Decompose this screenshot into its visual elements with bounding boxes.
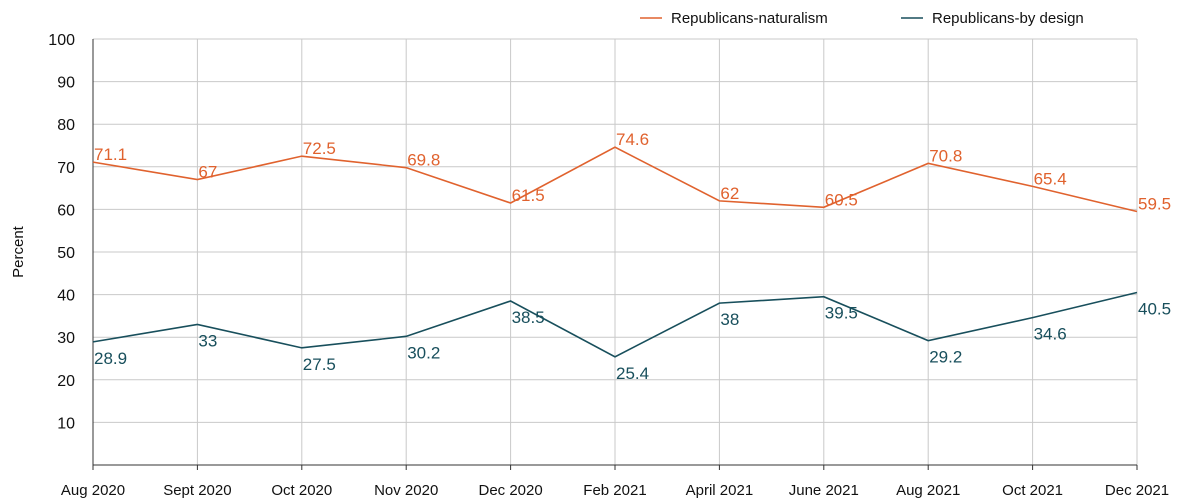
x-tick-label: Sept 2020 [163, 482, 231, 499]
y-tick-label: 100 [48, 32, 75, 49]
data-label: 38 [720, 310, 739, 329]
data-label: 61.5 [512, 186, 545, 205]
data-label: 25.4 [616, 364, 649, 383]
data-label: 60.5 [825, 190, 858, 209]
y-tick-label: 20 [57, 373, 75, 390]
y-axis-ticks: 10 20 30 40 50 60 70 80 90 100 [48, 32, 75, 432]
y-axis-title: Percent [10, 225, 27, 278]
y-tick-label: 40 [57, 288, 75, 305]
y-tick-label: 90 [57, 75, 75, 92]
data-label: 28.9 [94, 349, 127, 368]
data-label: 72.5 [303, 139, 336, 158]
x-axis-ticks: Aug 2020 Sept 2020 Oct 2020 Nov 2020 Dec 202… [61, 482, 1169, 499]
data-label: 38.5 [512, 308, 545, 327]
x-tick-label: Oct 2021 [1002, 482, 1063, 499]
x-tick-label: June 2021 [789, 482, 859, 499]
data-label: 34.6 [1034, 325, 1067, 344]
data-label: 27.5 [303, 355, 336, 374]
x-tick-label: Dec 2021 [1105, 482, 1169, 499]
x-tick-label: Feb 2021 [583, 482, 646, 499]
axes [92, 39, 1138, 470]
x-tick-label: Aug 2020 [61, 482, 125, 499]
data-label: 74.6 [616, 130, 649, 149]
data-label: 70.8 [929, 146, 962, 165]
data-label: 65.4 [1034, 169, 1067, 188]
data-labels: 71.1 67 72.5 69.8 61.5 74.6 62 60.5 70.8 65.4 59.5… [94, 130, 1171, 383]
y-tick-label: 10 [57, 415, 75, 432]
y-tick-label: 50 [57, 245, 75, 262]
data-label: 71.1 [94, 145, 127, 164]
data-label: 67 [198, 163, 217, 182]
data-label: 29.2 [929, 348, 962, 367]
series-lines [92, 146, 1138, 358]
y-tick-label: 60 [57, 202, 75, 219]
data-label: 62 [720, 184, 739, 203]
data-label: 40.5 [1138, 299, 1171, 318]
x-tick-label: Nov 2020 [374, 482, 438, 499]
legend-label-2: Republicans-by design [932, 10, 1084, 27]
x-tick-label: April 2021 [686, 482, 754, 499]
series-line-1 [92, 146, 1138, 213]
gridlines [92, 38, 1138, 465]
data-label: 39.5 [825, 304, 858, 323]
series-line-2 [92, 291, 1138, 358]
x-tick-label: Oct 2020 [271, 482, 332, 499]
y-tick-label: 70 [57, 160, 75, 177]
y-tick-label: 80 [57, 117, 75, 134]
data-label: 30.2 [407, 343, 440, 362]
legend-label-1: Republicans-naturalism [671, 10, 828, 27]
data-label: 59.5 [1138, 195, 1171, 214]
legend: Republicans-naturalism Republicans-by des… [640, 10, 1084, 27]
data-label: 33 [198, 331, 217, 350]
data-label: 69.8 [407, 151, 440, 170]
x-tick-label: Aug 2021 [896, 482, 960, 499]
y-tick-label: 30 [57, 330, 75, 347]
x-tick-label: Dec 2020 [478, 482, 542, 499]
